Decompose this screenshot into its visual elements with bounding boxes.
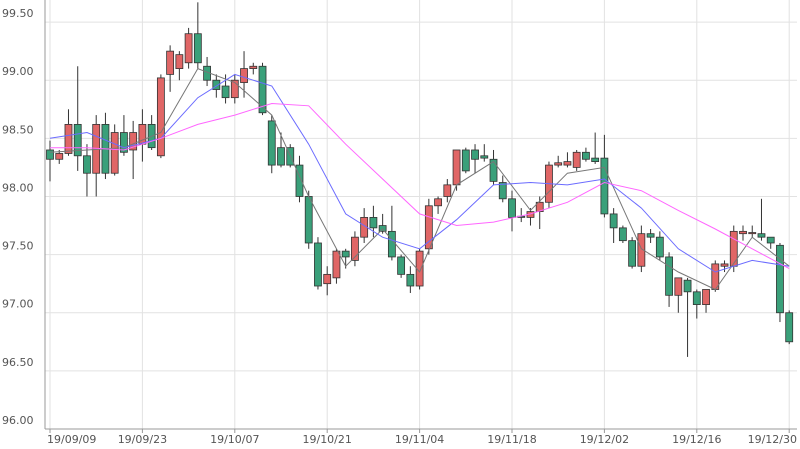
candle-body <box>508 198 516 218</box>
candle-body <box>295 164 304 197</box>
x-tick-label: 19/11/18 <box>487 433 536 446</box>
candle-body <box>729 230 738 267</box>
candle-body <box>702 289 710 306</box>
candle-body <box>387 230 396 258</box>
candle-body <box>46 149 54 160</box>
x-tick-label: 19/10/07 <box>210 433 259 446</box>
y-tick-label: 96.00 <box>2 414 34 427</box>
candle-body <box>166 50 175 75</box>
candle-body <box>757 233 766 238</box>
candle-body <box>304 196 313 244</box>
candle-body <box>443 184 452 197</box>
candle-body <box>600 157 609 215</box>
y-tick-label: 99.00 <box>2 65 34 78</box>
candle-body <box>397 256 406 275</box>
candle-body <box>618 227 627 242</box>
x-tick-label: 19/12/16 <box>672 433 721 446</box>
candle-body <box>720 263 729 267</box>
candle-body <box>692 291 701 306</box>
candle-body <box>267 120 276 166</box>
candle-body <box>240 68 248 83</box>
candle-body <box>665 256 673 296</box>
candle-body <box>120 132 128 153</box>
candle-body <box>748 232 757 235</box>
candle-body <box>249 65 258 69</box>
y-tick-label: 97.50 <box>2 240 34 253</box>
candle-body <box>674 277 683 296</box>
candle-body <box>572 151 581 168</box>
candle-body <box>110 132 119 174</box>
candle-body <box>637 233 646 267</box>
candle-body <box>424 205 433 250</box>
y-tick-label: 98.00 <box>2 181 34 194</box>
y-tick-label: 97.00 <box>2 298 34 311</box>
candle-body <box>230 79 239 99</box>
candle-body <box>683 279 692 293</box>
y-tick-label: 99.50 <box>2 7 34 20</box>
x-tick-label: 19/09/23 <box>118 433 167 446</box>
candle-body <box>221 85 230 99</box>
candle-body <box>471 149 479 160</box>
candle-body <box>776 244 784 314</box>
candle-body <box>535 201 544 212</box>
candle-body <box>175 54 184 69</box>
candle-body <box>766 236 775 244</box>
candle-body <box>480 155 489 159</box>
candle-body <box>785 312 794 343</box>
candle-body <box>83 155 91 174</box>
candle-body <box>489 158 498 182</box>
candle-body <box>582 151 590 160</box>
candle-body <box>277 147 285 166</box>
candle-body <box>452 149 461 186</box>
candle-body <box>351 236 359 261</box>
candle-body <box>434 198 442 207</box>
candle-body <box>739 230 747 235</box>
x-tick-label: 19/12/30 <box>748 433 797 446</box>
candle-body <box>184 33 193 64</box>
candle-body <box>323 273 332 285</box>
candle-body <box>655 236 664 258</box>
candle-body <box>498 182 507 200</box>
candle-body <box>258 65 267 114</box>
x-tick-label: 19/11/04 <box>395 433 444 446</box>
candle-body <box>591 157 600 163</box>
candle-body <box>193 33 202 64</box>
y-tick-label: 98.50 <box>2 123 34 136</box>
candle-body <box>369 217 378 229</box>
candle-body <box>212 79 221 90</box>
candle-body <box>129 132 138 151</box>
candle-body <box>73 123 82 157</box>
moving-average <box>49 67 790 291</box>
candle-body <box>156 77 165 157</box>
x-tick-label: 19/12/02 <box>580 433 629 446</box>
moving-average <box>49 73 790 273</box>
candle-body <box>646 233 655 238</box>
candle-body <box>64 123 73 154</box>
candle-body <box>55 153 64 160</box>
candle-body <box>341 250 350 258</box>
candle-body <box>628 240 637 267</box>
candle-body <box>314 242 322 287</box>
candle-body <box>554 162 563 166</box>
candle-body <box>332 250 341 279</box>
x-tick-label: 19/10/21 <box>302 433 351 446</box>
candle-body <box>461 149 470 172</box>
moving-average <box>50 102 790 270</box>
candle-body <box>406 273 415 287</box>
candle-body <box>563 161 572 166</box>
candle-body <box>609 213 618 229</box>
x-tick-label: 19/09/09 <box>47 433 96 446</box>
y-tick-label: 96.50 <box>2 356 34 369</box>
